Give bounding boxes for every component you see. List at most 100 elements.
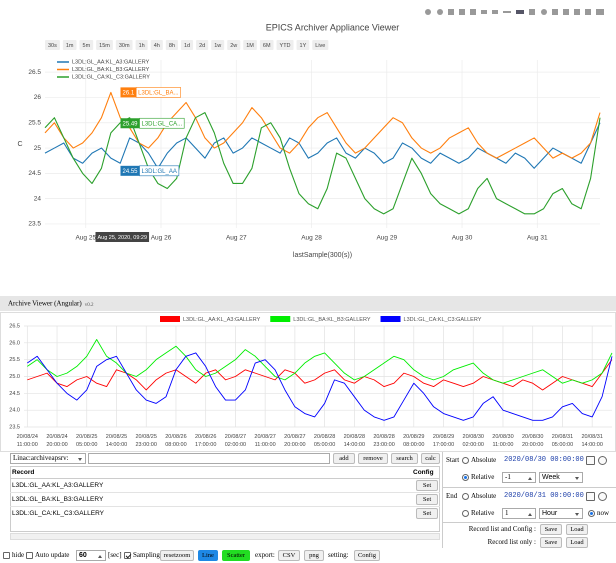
radio[interactable] [462, 457, 469, 464]
range-button[interactable] [180, 40, 194, 50]
x-tick-line: 20/08/28 [314, 434, 335, 440]
set-button[interactable]: Set [416, 494, 438, 505]
start-date[interactable]: 2020/08/30 00:00:00 [504, 456, 584, 464]
modebar-icon[interactable] [574, 9, 580, 15]
modebar-icon[interactable] [516, 10, 524, 14]
legend-label: L3DL:GL_BA:KL_B3:GALLERY [72, 67, 150, 73]
set-button[interactable]: Set [416, 508, 438, 519]
range-button[interactable] [296, 40, 310, 50]
search-button[interactable]: search [391, 453, 418, 464]
interval-input[interactable]: 60 [76, 550, 106, 561]
calc-button[interactable]: calc [421, 453, 440, 464]
range-button[interactable] [45, 40, 60, 50]
modebar-icon[interactable] [481, 10, 487, 14]
y-tick-label: 26.5 [9, 323, 20, 329]
interval: 60 [79, 552, 87, 559]
remove-button[interactable]: remove [358, 453, 388, 464]
hover-value: 24.55 [122, 169, 138, 175]
radio[interactable] [588, 510, 595, 517]
sampling-checkbox[interactable] [124, 552, 131, 559]
range-button[interactable] [312, 40, 329, 50]
add-button[interactable]: add [333, 453, 355, 464]
x-tick-line: 02:00:00 [225, 442, 246, 448]
range-button[interactable] [96, 40, 113, 50]
modebar-icon[interactable] [541, 9, 547, 15]
app-header [0, 296, 616, 311]
modebar-icon[interactable] [470, 9, 476, 15]
x-tick-line: 20:00:00 [284, 442, 305, 448]
unit: Week [542, 474, 560, 481]
series-line [27, 352, 613, 421]
range-button[interactable] [62, 40, 77, 50]
divider [443, 487, 616, 488]
config-button[interactable]: Config [354, 550, 380, 561]
range-button[interactable] [115, 40, 133, 50]
range-button[interactable] [150, 40, 163, 50]
radio[interactable] [462, 474, 469, 481]
load-button[interactable]: Load [566, 524, 588, 535]
server-select[interactable]: Linac:archiveapsrv: [10, 453, 86, 464]
legend-swatch [160, 316, 180, 322]
export-label: export: [255, 551, 275, 559]
modebar-icon[interactable] [552, 9, 558, 15]
range-button[interactable] [227, 40, 241, 50]
hide-checkbox[interactable] [3, 552, 10, 559]
modebar-icon[interactable] [492, 10, 498, 14]
unit-select[interactable]: Hour [539, 508, 583, 519]
calendar-icon[interactable] [586, 492, 595, 501]
set-button[interactable]: Set [416, 480, 438, 491]
png-button[interactable]: png [304, 550, 324, 561]
line-button[interactable]: Line [198, 550, 218, 561]
modebar-icon[interactable] [585, 9, 591, 15]
x-tick-label: 20/08/27 20:00:00 [284, 434, 305, 448]
save-button[interactable]: Save [540, 537, 562, 548]
amount: -1 [505, 473, 511, 481]
modebar-icon[interactable] [448, 9, 454, 15]
x-tick-line: 20/08/28 [344, 434, 365, 440]
hover-value-box [120, 87, 137, 98]
list-only-label: Record list only : [487, 538, 536, 546]
range-button[interactable] [259, 40, 274, 50]
amount-input[interactable]: 1 [502, 508, 536, 519]
csv-button[interactable]: CSV [278, 550, 300, 561]
range-button[interactable] [135, 40, 148, 50]
auto-update-checkbox[interactable] [26, 552, 33, 559]
calendar-icon[interactable] [586, 456, 595, 465]
range-button[interactable] [211, 40, 225, 50]
modebar-icon[interactable] [563, 9, 569, 15]
save-button[interactable]: Save [540, 524, 562, 535]
range-button[interactable] [243, 40, 257, 50]
range-button[interactable] [79, 40, 94, 50]
modebar-icon[interactable] [529, 9, 535, 15]
x-tick-label: 20/08/31 14:00:00 [581, 434, 602, 448]
amount-input[interactable]: -1 [502, 472, 536, 483]
modebar-icon[interactable] [596, 9, 604, 15]
x-tick-label: 20/08/26 08:00:00 [165, 434, 186, 448]
scatter-button[interactable]: Scatter [222, 550, 250, 561]
modebar-icon[interactable] [425, 9, 431, 15]
radio[interactable] [462, 510, 469, 517]
range-button[interactable] [196, 40, 209, 50]
clock-icon[interactable] [598, 456, 607, 465]
modebar-icon[interactable] [503, 11, 511, 13]
divider [443, 522, 616, 523]
x-tick-line: 05:00:00 [552, 442, 573, 448]
radio[interactable] [462, 493, 469, 500]
pv-input[interactable] [88, 453, 330, 464]
y-tick-label: 24 [34, 195, 42, 202]
scrollbar[interactable] [10, 533, 440, 540]
modebar-icon[interactable] [459, 9, 465, 15]
range-button[interactable] [165, 40, 178, 50]
unit-select[interactable]: Week [539, 472, 583, 483]
resetzoom-button[interactable]: resetzoom [160, 550, 194, 561]
range-button[interactable] [276, 40, 294, 50]
hover-value-box [120, 118, 140, 129]
divider [10, 492, 440, 493]
x-tick-label: 20/08/25 23:00:00 [136, 434, 157, 448]
clock-icon[interactable] [598, 492, 607, 501]
range-button-label: 8h [169, 43, 175, 49]
end-date[interactable]: 2020/08/31 00:00:00 [504, 492, 584, 500]
load-button[interactable]: Load [566, 537, 588, 548]
modebar-icon[interactable] [437, 9, 443, 15]
